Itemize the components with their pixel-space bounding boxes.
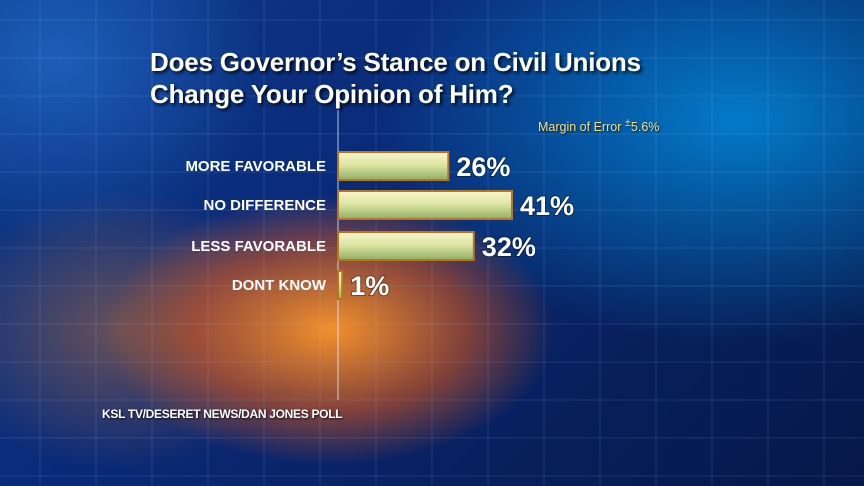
- chart-title-line-2: Change Your Opinion of Him?: [150, 79, 514, 109]
- plus-minus-symbol: ±: [624, 117, 631, 129]
- bar: [337, 190, 513, 220]
- value-label: 41%: [520, 191, 574, 221]
- value-label: 26%: [456, 152, 510, 182]
- category-label: MORE FAVORABLE: [185, 158, 326, 175]
- margin-of-error-value: 5.6%: [630, 120, 660, 135]
- category-label: LESS FAVORABLE: [191, 238, 326, 255]
- value-label: 32%: [482, 232, 536, 262]
- bar: [337, 151, 450, 181]
- bar: [337, 270, 344, 300]
- category-label: DONT KNOW: [232, 277, 327, 294]
- margin-of-error-label: Margin of Error: [538, 120, 622, 135]
- margin-of-error: Margin of Error ±5.6%: [538, 117, 659, 134]
- category-label: NO DIFFERENCE: [203, 197, 326, 214]
- poll-source: KSL TV/DESERET NEWS/DAN JONES POLL: [102, 407, 343, 421]
- value-label: 1%: [350, 271, 389, 301]
- bar: [337, 231, 475, 261]
- chart-title-line-1: Does Governor’s Stance on Civil Unions: [150, 47, 641, 77]
